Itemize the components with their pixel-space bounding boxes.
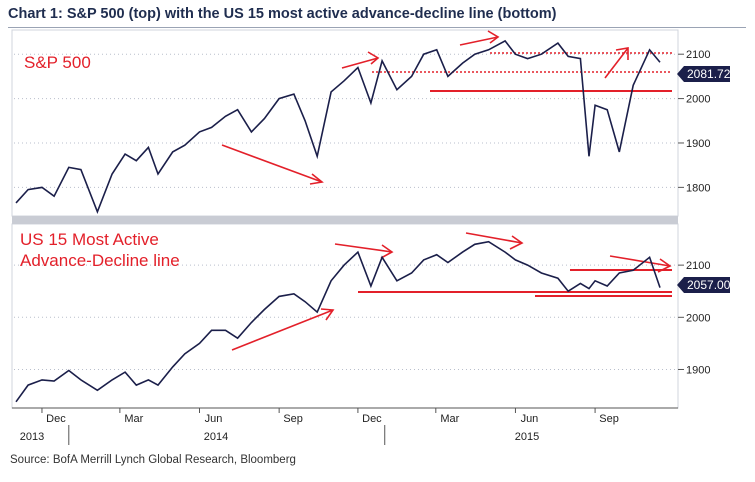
top-arrow-2 (341, 57, 379, 69)
bottom-arrow-2-head (380, 244, 394, 259)
x-tick-label-5: Mar (440, 413, 459, 425)
bottom-series-annotation-line-1: US 15 Most Active (20, 230, 159, 249)
top-arrow-2-head (367, 51, 380, 65)
panel-separator (12, 216, 678, 224)
bottom-y-tick-label-2000: 2000 (686, 312, 710, 324)
top-y-tick-label-2000: 2000 (686, 94, 710, 106)
x-axis: Dec Mar Jun Sep Dec Mar Jun Sep 2013 2014 2015 (12, 407, 678, 445)
bottom-arrow-3 (465, 232, 523, 244)
top-series-annotation: S&P 500 (24, 53, 91, 72)
bottom-annotation-lines (231, 232, 672, 351)
top-y-tick-label-1800: 1800 (686, 182, 710, 194)
bottom-arrow-4 (609, 255, 671, 267)
year-label-2015: 2015 (515, 431, 539, 443)
top-arrow-1-head (309, 173, 324, 185)
ad-line-series-line (15, 240, 661, 403)
top-arrow-4-head (615, 47, 629, 60)
x-tick-label-4: Dec (362, 413, 382, 425)
top-y-tick-label-1900: 1900 (686, 138, 710, 150)
bottom-last-value-label: 2057.00 (687, 278, 731, 292)
bottom-last-value-tag: 2057.00 (677, 277, 731, 293)
bottom-y-tick-labels: 1900 2000 2100 (678, 260, 710, 376)
x-tick-label-1: Mar (124, 413, 143, 425)
top-arrow-1 (221, 144, 323, 183)
bottom-y-tick-label-1900: 1900 (686, 364, 710, 376)
top-last-value-label: 2081.72 (687, 67, 731, 81)
year-label-2013: 2013 (20, 431, 44, 443)
top-arrow-3 (459, 36, 499, 46)
year-label-2014: 2014 (204, 431, 228, 443)
sp500-series-line (15, 39, 661, 215)
top-arrow-3-head (487, 30, 500, 44)
x-tick-label-2: Jun (205, 413, 223, 425)
bottom-arrow-4-head (657, 258, 672, 273)
top-y-tick-label-2100: 2100 (686, 49, 710, 61)
chart-area: 1800 1900 2000 2100 1900 2000 2100 S&P 500 US… (11, 29, 731, 445)
chart-title: Chart 1: S&P 500 (top) with the US 15 mo… (8, 6, 557, 22)
x-tick-label-0: Dec (46, 413, 66, 425)
source-note: Source: BofA Merrill Lynch Global Resear… (10, 454, 296, 466)
x-tick-label-7: Sep (599, 413, 619, 425)
bottom-series-annotation-line-2: Advance-Decline line (20, 251, 180, 270)
x-tick-label-3: Sep (283, 413, 303, 425)
bottom-arrow-2 (334, 243, 393, 253)
x-tick-label-6: Jun (521, 413, 539, 425)
top-gridlines (14, 53, 676, 188)
bottom-arrow-1-head (320, 308, 335, 321)
top-last-value-tag: 2081.72 (677, 66, 731, 82)
bottom-y-tick-label-2100: 2100 (686, 260, 710, 272)
title-divider (8, 27, 746, 28)
bottom-arrow-1 (231, 309, 334, 351)
bottom-gridlines (14, 264, 676, 370)
top-arrow-4 (604, 47, 629, 79)
top-y-tick-labels: 1800 1900 2000 2100 (678, 49, 710, 194)
bottom-arrow-3-head (509, 235, 524, 250)
